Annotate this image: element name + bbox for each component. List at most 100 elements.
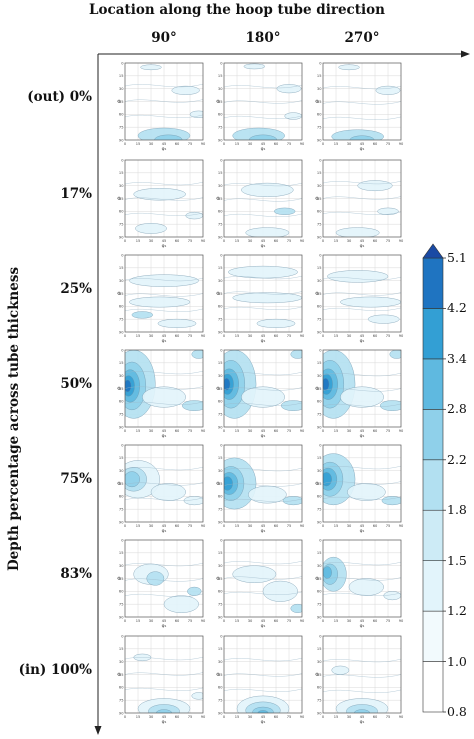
x-tick-label: 30 — [149, 429, 154, 433]
x-tick-label: 75 — [287, 142, 292, 146]
x-tick-label: 15 — [136, 239, 141, 243]
x-tick-label: 30 — [347, 619, 352, 623]
y-tick-label: 0 — [319, 61, 322, 65]
y-tick-label: 15 — [218, 266, 223, 270]
x-tick-label: 75 — [287, 619, 292, 623]
contour-region — [243, 63, 265, 70]
contour-line — [323, 465, 401, 470]
x-tick-label: 90 — [300, 619, 305, 623]
contour-region — [125, 471, 140, 488]
x-tick-label: 75 — [287, 239, 292, 243]
x-tick-label: 60 — [175, 429, 180, 433]
y-tick-label: 60 — [317, 495, 322, 499]
x-tick-label: 0 — [124, 429, 127, 433]
y-tick-label: 0 — [220, 158, 223, 162]
contour-line — [125, 672, 203, 676]
panel-border — [124, 539, 204, 618]
y-tick-label: 90 — [218, 615, 223, 619]
x-tick-label: 15 — [334, 239, 339, 243]
contour-line — [224, 688, 302, 692]
contour-line — [224, 115, 302, 119]
y-tick-label: 15 — [218, 361, 223, 365]
x-tick-label: 45 — [261, 239, 266, 243]
x-tick-label: 15 — [334, 334, 339, 338]
y-tick-label: 0 — [220, 538, 223, 542]
contour-region — [323, 378, 330, 391]
x-tick-label: 15 — [334, 619, 339, 623]
panel-x-label: φ₁ — [360, 720, 365, 725]
x-tick-label: 15 — [334, 715, 339, 719]
y-tick-label: 15 — [218, 647, 223, 651]
y-tick-label: 30 — [218, 660, 223, 664]
panel-y-label: Φ — [216, 576, 220, 582]
x-tick-label: 15 — [136, 619, 141, 623]
y-tick-label: 75 — [218, 698, 223, 702]
y-tick-label: 15 — [317, 74, 322, 78]
contour-region — [340, 386, 384, 408]
y-tick-label: 75 — [317, 602, 322, 606]
x-tick-label: 75 — [287, 334, 292, 338]
contour-line — [323, 116, 401, 120]
y-tick-label: 30 — [218, 87, 223, 91]
contour-region — [340, 296, 401, 308]
panel-border — [223, 444, 303, 523]
contour-region — [257, 710, 269, 713]
x-tick-label: 45 — [162, 142, 167, 146]
row-label: 83% — [60, 566, 92, 582]
colorbar-tick-label: 2.8 — [447, 401, 467, 417]
panel-x-label: φ₁ — [261, 434, 266, 439]
y-tick-label: 0 — [319, 253, 322, 257]
contour-region — [129, 296, 191, 308]
x-tick-label: 75 — [287, 524, 292, 528]
y-tick-label: 60 — [119, 400, 124, 404]
y-tick-label: 75 — [218, 412, 223, 416]
contour-line — [323, 292, 401, 296]
contour-line — [323, 101, 401, 105]
x-tick-label: 45 — [162, 524, 167, 528]
x-tick-label: 75 — [386, 334, 391, 338]
panel-border — [223, 349, 303, 428]
x-tick-label: 75 — [188, 142, 193, 146]
contour-line — [125, 497, 203, 501]
x-tick-label: 90 — [300, 334, 305, 338]
y-tick-label: 45 — [119, 673, 124, 677]
y-tick-label: 0 — [319, 348, 322, 352]
panel-x-label: φ₁ — [261, 529, 266, 534]
x-tick-label: 45 — [261, 619, 266, 623]
x-tick-label: 75 — [287, 715, 292, 719]
contour-line — [224, 100, 302, 104]
column-label: 90° — [151, 30, 177, 46]
x-tick-label: 0 — [322, 429, 325, 433]
colorbar-segment — [422, 257, 444, 309]
y-tick-label: 0 — [121, 634, 124, 638]
contour-region — [157, 318, 197, 328]
y-tick-label: 45 — [119, 292, 124, 296]
x-tick-label: 45 — [360, 142, 365, 146]
contour-line — [224, 402, 302, 406]
y-tick-label: 60 — [218, 305, 223, 309]
contour-region — [142, 386, 186, 408]
x-tick-label: 45 — [360, 334, 365, 338]
y-tick-label: 30 — [317, 374, 322, 378]
x-tick-label: 0 — [124, 524, 127, 528]
x-tick-label: 90 — [399, 715, 404, 719]
row-label: (out) 0% — [27, 89, 92, 105]
y-tick-label: 0 — [121, 538, 124, 542]
y-tick-label: 60 — [218, 113, 223, 117]
y-tick-label: 60 — [119, 495, 124, 499]
panel-x-label: φ₁ — [162, 529, 167, 534]
x-tick-label: 60 — [373, 429, 378, 433]
panel-border — [223, 159, 303, 238]
contour-region — [191, 350, 203, 359]
y-tick-label: 15 — [119, 361, 124, 365]
x-tick-label: 60 — [175, 715, 180, 719]
x-tick-label: 0 — [322, 239, 325, 243]
colorbar-segment — [422, 610, 444, 662]
x-tick-label: 0 — [223, 239, 226, 243]
